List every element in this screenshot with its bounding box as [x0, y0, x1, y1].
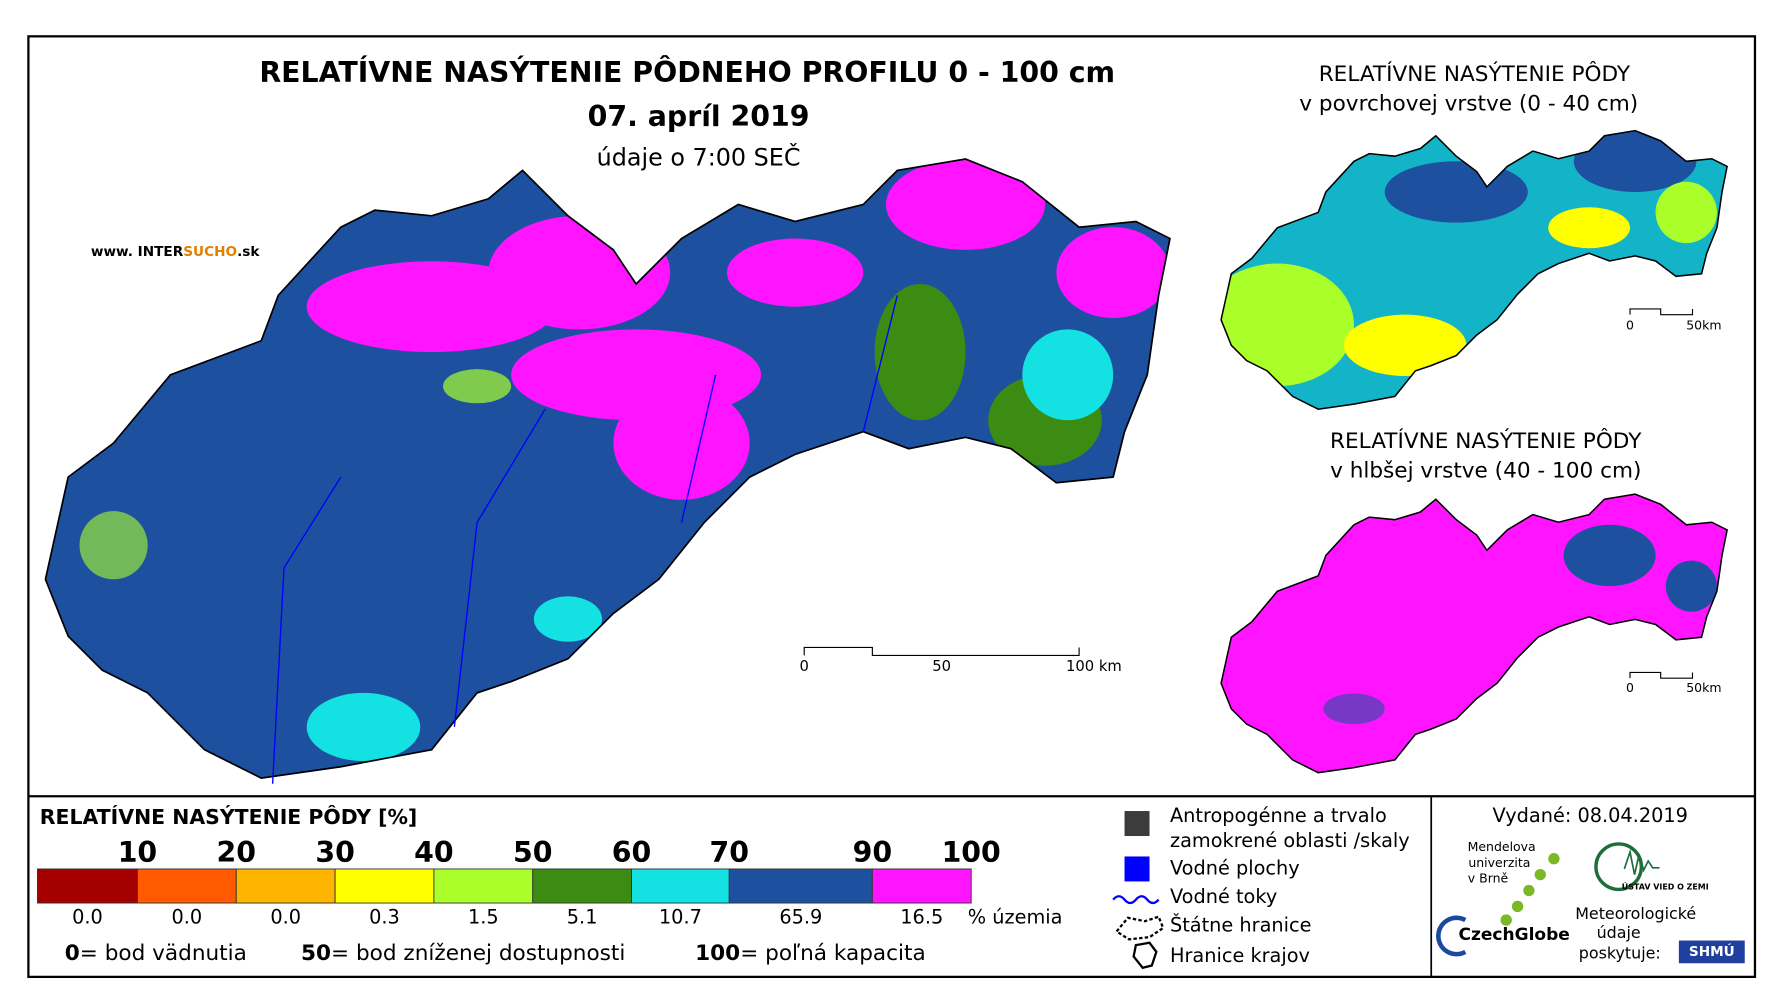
legend-threshold: 10	[118, 836, 158, 869]
logo-text: univerzita	[1468, 855, 1530, 870]
legend-threshold: 90	[853, 836, 893, 869]
website-highlight: SUCHO	[183, 244, 237, 260]
date: 07. apríl 2019	[588, 100, 810, 133]
inset-subtitle: v povrchovej vrstve (0 - 40 cm)	[1299, 92, 1638, 117]
legend-swatch	[532, 868, 633, 904]
legend-share: 1.5	[468, 905, 499, 928]
main-scale: 0 50 100 km	[800, 646, 1122, 675]
logo-dots	[1500, 853, 1560, 926]
legend-share: 16.5	[900, 905, 943, 928]
legend-bar: 0.0 0.0 0.0 0.3 1.5 5.1 10.7 65.9 16.5 10 20 30 40 50…	[37, 836, 1001, 928]
legend-share: 65.9	[779, 905, 822, 928]
inset-subtitle: v hlbšej vrstve (40 - 100 cm)	[1330, 458, 1641, 483]
legend-share: 0.0	[72, 905, 103, 928]
symbol-label: zamokrené oblasti /skaly	[1170, 829, 1410, 852]
website: www. INTERSUCHO.sk	[91, 244, 261, 260]
legend-share: 0.3	[369, 905, 400, 928]
legend-threshold: 60	[612, 836, 652, 869]
legend-swatch	[871, 868, 972, 904]
legend-threshold: 20	[217, 836, 257, 869]
scale-label: 50km	[1686, 680, 1721, 695]
symbol-label: Vodné toky	[1170, 885, 1277, 908]
legend-share: 0.0	[270, 905, 301, 928]
website-suffix: .sk	[237, 244, 260, 260]
note-text: = bod zníženej dostupnosti	[331, 941, 625, 966]
symbol-river	[1112, 895, 1160, 905]
time-note: údaje o 7:00 SEČ	[597, 144, 801, 172]
legend-swatch	[136, 868, 237, 904]
logo-czechglobe: CzechGlobe	[1458, 925, 1569, 945]
note-text: = bod vädnutia	[80, 941, 247, 966]
scale-label: 50km	[1686, 318, 1721, 333]
note-text: = poľná kapacita	[740, 941, 926, 966]
note-value: 100	[695, 941, 740, 966]
legend-swatch	[433, 868, 534, 904]
website-prefix: www. INTER	[91, 244, 184, 260]
symbol-anthropogenic	[1124, 811, 1150, 837]
legend-notes: 0= bod vädnutia 50= bod zníženej dostupno…	[65, 941, 926, 966]
legend-threshold: 50	[513, 836, 553, 869]
legend-note: 0= bod vädnutia	[65, 941, 247, 966]
inset-map-deep	[1220, 493, 1728, 774]
logo-text: údaje	[1597, 923, 1641, 942]
legend-swatch	[235, 868, 336, 904]
scale-label: 50	[932, 658, 951, 675]
logo-text: poskytuje:	[1579, 944, 1661, 963]
note-value: 0	[65, 941, 80, 966]
legend-unit: % územia	[968, 905, 1063, 928]
legend-threshold: 70	[709, 836, 749, 869]
legend-threshold: 40	[414, 836, 454, 869]
symbol-label: Hranice krajov	[1170, 944, 1310, 967]
logo-text: v Brně	[1468, 871, 1509, 886]
legend-share: 10.7	[659, 905, 702, 928]
legend-swatch	[334, 868, 435, 904]
scale-label: 0	[1626, 680, 1634, 695]
symbol-water	[1124, 856, 1150, 882]
scale-label: 0	[1626, 318, 1634, 333]
legend-note: 100= poľná kapacita	[695, 941, 926, 966]
symbol-label: Antropogénne a trvalo	[1170, 804, 1387, 827]
title: RELATÍVNE NASÝTENIE PÔDNEHO PROFILU 0 - …	[259, 55, 1115, 89]
symbol-label: Štátne hranice	[1170, 912, 1312, 936]
legend-swatch	[631, 868, 730, 904]
note-value: 50	[301, 941, 331, 966]
legend-threshold: 100	[942, 836, 1001, 869]
legend-note: 50= bod zníženej dostupnosti	[301, 941, 625, 966]
logo-shmu-box	[1678, 940, 1745, 964]
legend-title: RELATÍVNE NASÝTENIE PÔDY [%]	[40, 804, 418, 829]
legend-share: 5.1	[567, 905, 598, 928]
logo-ustav: ÚSTAV VIED O ZEMI	[1622, 881, 1709, 892]
legend-swatch	[728, 868, 873, 904]
legend-share: 0.0	[172, 905, 203, 928]
inset-title: RELATÍVNE NASÝTENIE PÔDY	[1330, 428, 1642, 454]
logo-text: Mendelova	[1468, 839, 1536, 854]
symbol-region	[1132, 941, 1158, 970]
logo-shmu: SHMÚ	[1689, 942, 1735, 960]
legend-swatch	[37, 868, 138, 904]
legend-threshold: 30	[315, 836, 355, 869]
scale-label: 100 km	[1066, 658, 1122, 675]
scale-label: 0	[800, 658, 809, 675]
logo-text: Meteorologické	[1575, 904, 1696, 923]
issued: Vydané: 08.04.2019	[1493, 804, 1688, 827]
symbol-label: Vodné plochy	[1170, 856, 1300, 879]
inset-title: RELATÍVNE NASÝTENIE PÔDY	[1319, 61, 1631, 87]
